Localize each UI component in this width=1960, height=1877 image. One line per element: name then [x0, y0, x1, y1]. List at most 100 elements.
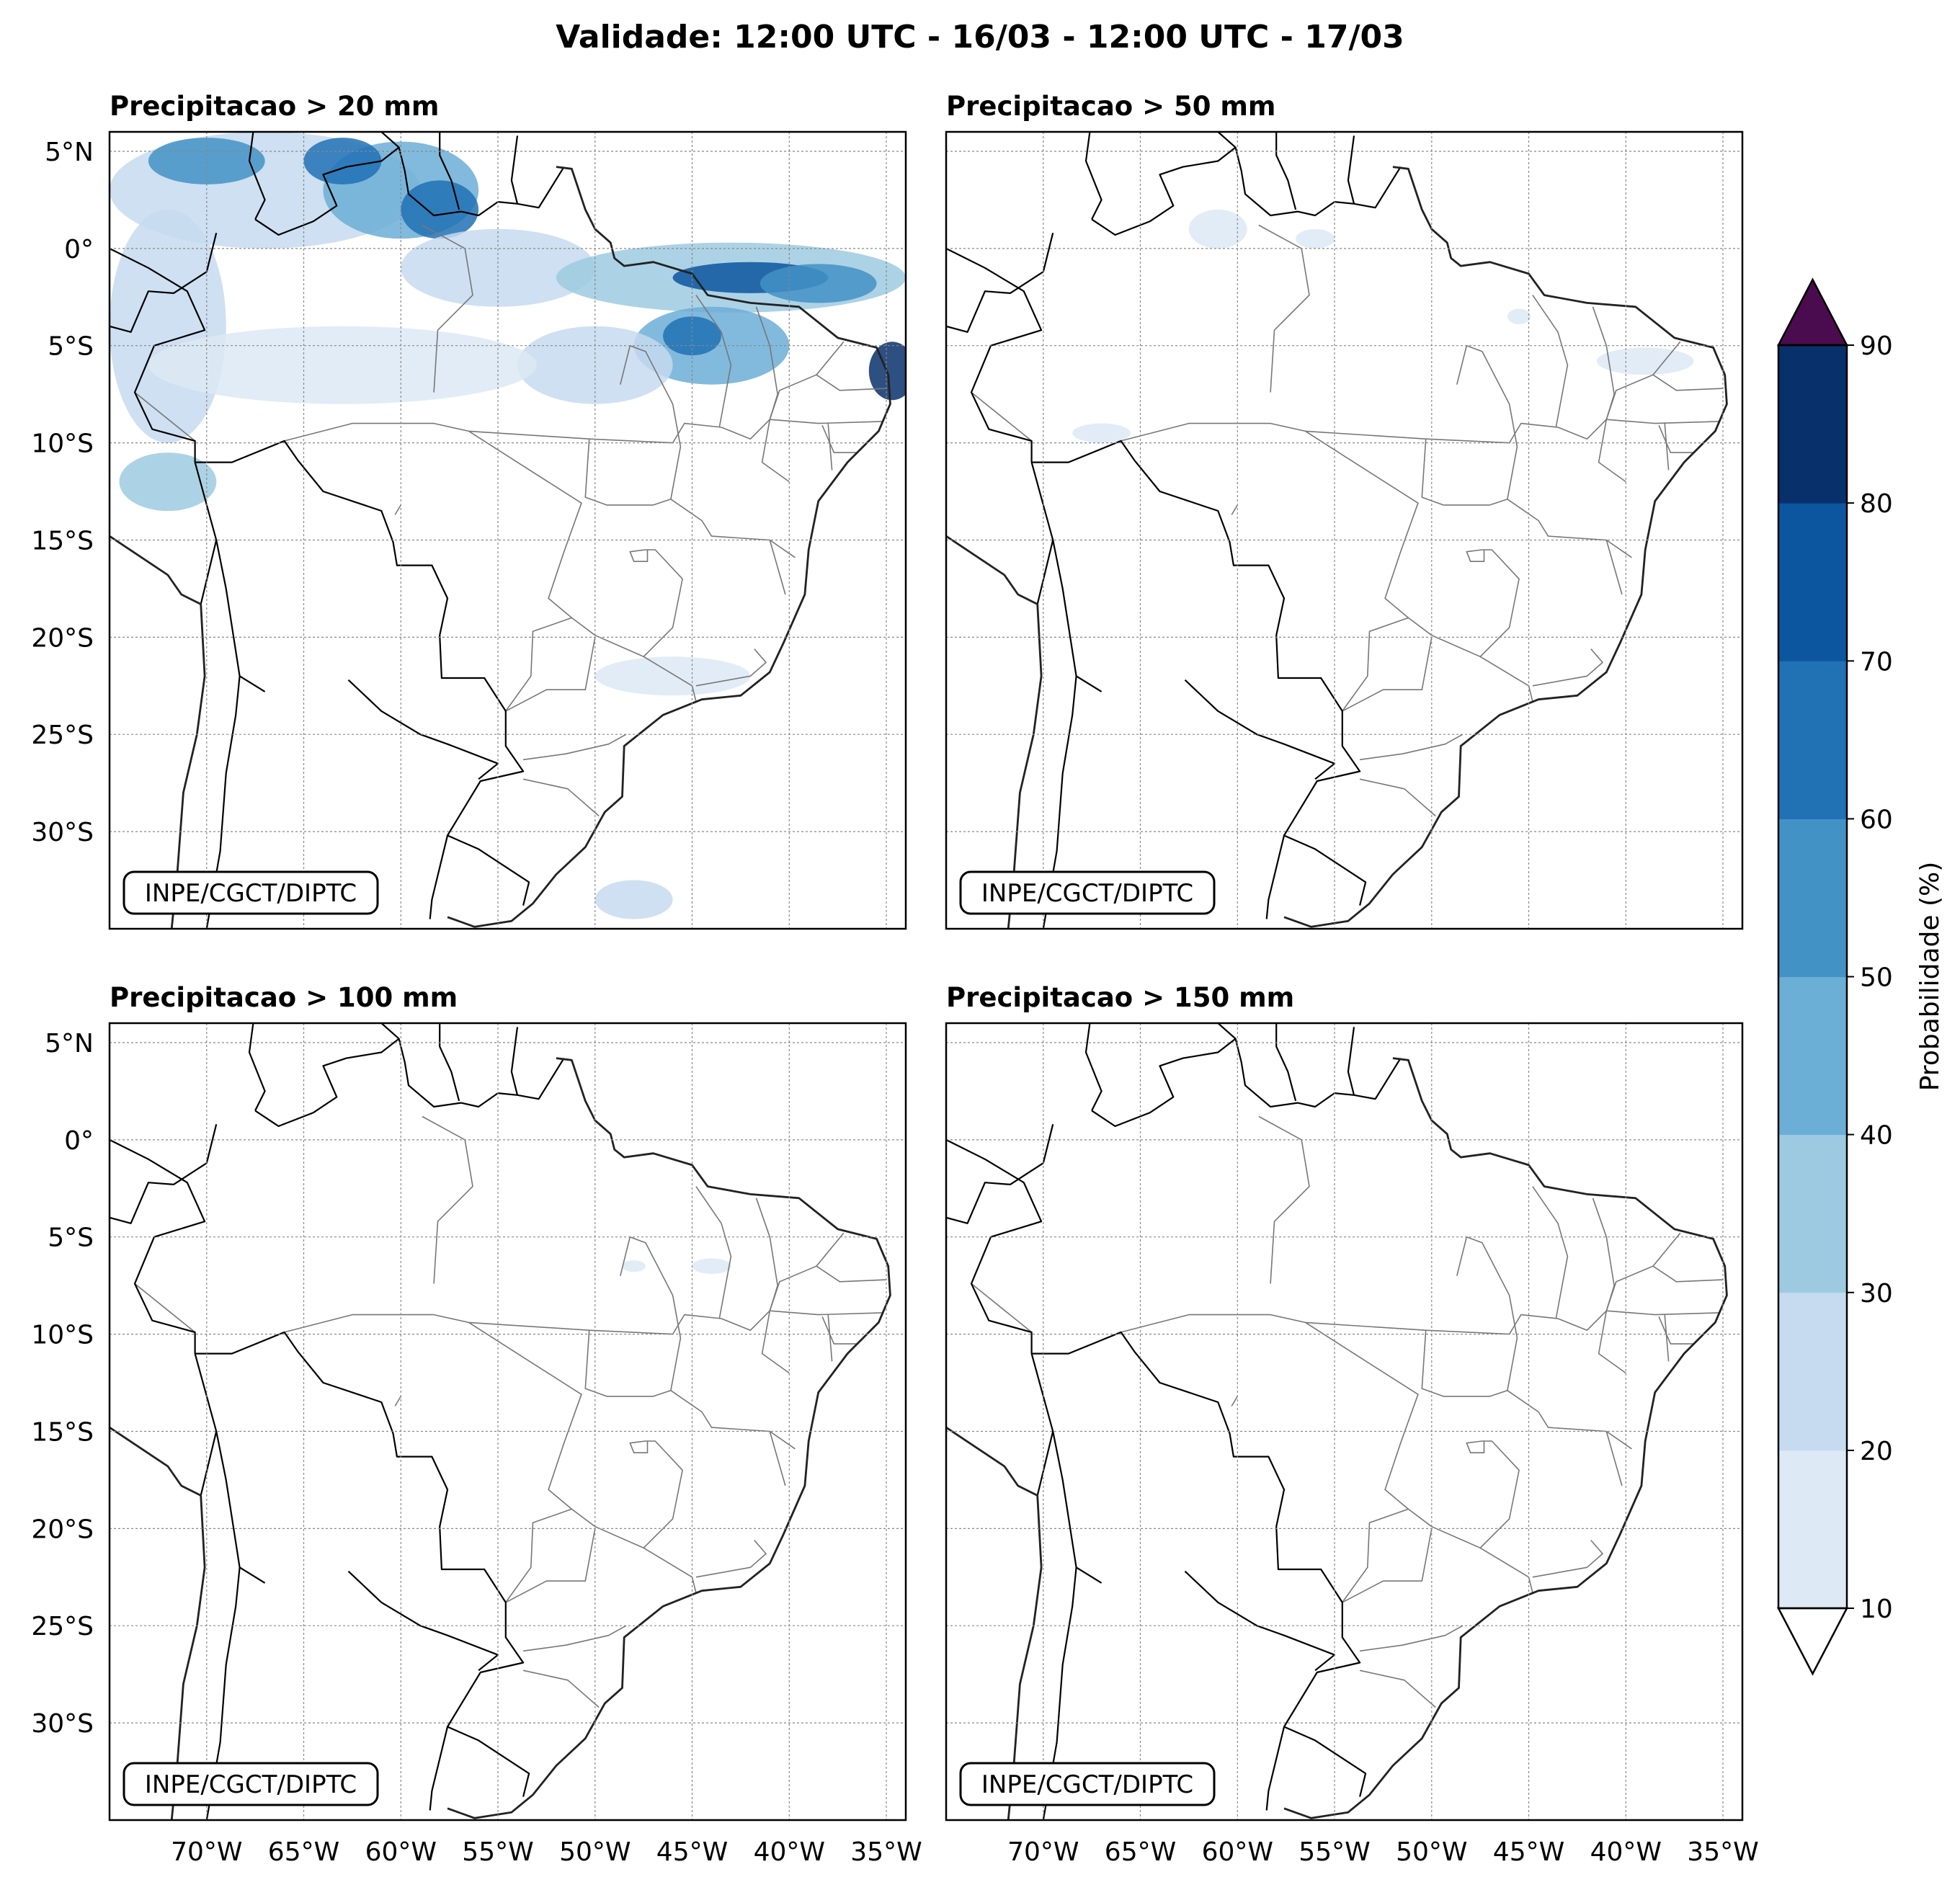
state-boundary — [821, 1316, 858, 1345]
colorbar-segment — [1778, 819, 1847, 977]
coastline-pacific — [946, 1426, 1043, 1820]
state-boundary — [1605, 374, 1719, 424]
probability-area — [401, 180, 479, 239]
lat-tick-label: 20°S — [31, 1515, 94, 1544]
state-boundary — [816, 1232, 887, 1283]
country-border — [429, 835, 449, 919]
country-border — [1275, 132, 1297, 210]
state-boundary — [1605, 1265, 1719, 1316]
state-boundary — [1507, 1390, 1632, 1450]
lat-axis: 5°N 0° 5°S 10°S 15°S 20°S 25°S 30°S — [31, 138, 94, 847]
lat-tick-label: 5°S — [48, 332, 94, 362]
state-boundary — [1258, 224, 1310, 393]
state-boundary — [1507, 499, 1632, 558]
credit-box-frame — [959, 870, 1216, 915]
colorbar-segment — [1778, 1134, 1847, 1293]
country-border — [429, 1726, 449, 1811]
credit-box-frame — [959, 1762, 1216, 1806]
colorbar-over-triangle — [1776, 277, 1849, 347]
country-border — [1031, 440, 1367, 906]
state-boundary — [670, 1390, 796, 1450]
country-border — [254, 1023, 400, 1128]
state-boundary — [1231, 504, 1238, 515]
state-boundary — [134, 391, 196, 442]
gridlines — [110, 1023, 906, 1820]
state-boundary — [1466, 1440, 1520, 1548]
panel-title: Precipitacao > 50 mm — [946, 91, 1275, 122]
geo-layer — [946, 1023, 1728, 1820]
lon-tick-label: 50°W — [1396, 1837, 1467, 1867]
country-border — [510, 1027, 519, 1096]
panel-title: Precipitacao > 100 mm — [110, 982, 458, 1013]
state-boundary — [827, 423, 833, 471]
map-background — [946, 132, 1742, 929]
country-border — [1347, 135, 1355, 205]
credit-box: INPE/CGCT/DIPTC — [959, 1762, 1216, 1806]
map-panel-50mm: Precipitacao > 50 mm INPE/CGCT/DIPTC — [945, 91, 1744, 930]
probability-fill-layer — [622, 1258, 731, 1274]
gridlines — [946, 1023, 1742, 1820]
state-boundary — [816, 341, 887, 391]
probability-area — [1072, 423, 1131, 443]
credit-text: INPE/CGCT/DIPTC — [981, 879, 1193, 908]
colorbar-under-triangle — [1776, 1607, 1849, 1676]
country-border — [1265, 1726, 1286, 1811]
country-border — [510, 135, 519, 205]
lat-tick-label: 10°S — [31, 1321, 94, 1350]
state-boundary — [821, 424, 858, 453]
credit-box-frame — [122, 870, 379, 915]
colorbar-segment — [1778, 345, 1847, 504]
state-boundary — [1532, 648, 1603, 687]
coastline — [1283, 1057, 1728, 1819]
state-boundary — [584, 344, 682, 506]
figure-title: Validade: 12:00 UTC - 16/03 - 12:00 UTC … — [556, 19, 1404, 55]
country-border — [110, 1124, 218, 1224]
state-boundary — [629, 549, 683, 657]
lat-tick-label: 10°S — [31, 429, 94, 459]
gridlines — [110, 132, 906, 929]
credit-box: INPE/CGCT/DIPTC — [122, 1762, 379, 1806]
coastline — [1283, 166, 1728, 928]
state-boundary — [695, 1186, 732, 1319]
country-border — [110, 233, 218, 333]
state-boundary — [1652, 1232, 1724, 1283]
lon-tick-label: 35°W — [1687, 1837, 1758, 1867]
probability-area — [110, 209, 226, 443]
lat-tick-label: 5°N — [45, 1029, 94, 1058]
state-boundary — [1508, 419, 1607, 444]
state-boundary — [1342, 1508, 1409, 1603]
state-boundary — [672, 1310, 770, 1335]
state-boundary — [1532, 295, 1569, 428]
country-border — [1084, 1023, 1102, 1111]
state-boundary — [1121, 1314, 1510, 1335]
state-boundary — [505, 1508, 572, 1603]
colorbar-ticks: 10 20 30 40 50 60 70 80 90 — [1847, 331, 1893, 1624]
probability-fill-layer — [1072, 209, 1694, 443]
map-background — [946, 1023, 1742, 1820]
state-boundary — [422, 1115, 473, 1284]
state-boundary — [284, 1314, 673, 1335]
state-boundary — [522, 734, 627, 761]
credit-box: INPE/CGCT/DIPTC — [122, 870, 379, 915]
country-border — [1030, 462, 1102, 692]
country-border — [439, 1023, 460, 1102]
panel-title: Precipitacao > 20 mm — [110, 91, 439, 122]
probability-area — [868, 342, 906, 401]
colorbar-label: Probabilidade (%) — [1915, 862, 1945, 1092]
map-background — [110, 1023, 906, 1820]
state-boundary — [629, 1440, 683, 1548]
state-boundary — [1359, 778, 1436, 817]
probability-area — [1296, 228, 1335, 249]
state-boundary — [1342, 637, 1433, 712]
state-boundary — [1421, 1236, 1518, 1397]
state-boundary — [827, 1314, 833, 1362]
probability-area — [622, 1260, 646, 1272]
state-boundary — [971, 391, 1033, 442]
geo-layer — [946, 132, 1728, 929]
colorbar-segment — [1778, 1292, 1847, 1451]
colorbar: 10 20 30 40 50 60 70 80 90 Probabilidade (%) — [1776, 277, 1945, 1676]
state-boundary — [505, 637, 596, 712]
state-boundary — [468, 1321, 697, 1593]
lon-tick-label: 50°W — [559, 1837, 631, 1867]
country-border — [1036, 1431, 1054, 1496]
